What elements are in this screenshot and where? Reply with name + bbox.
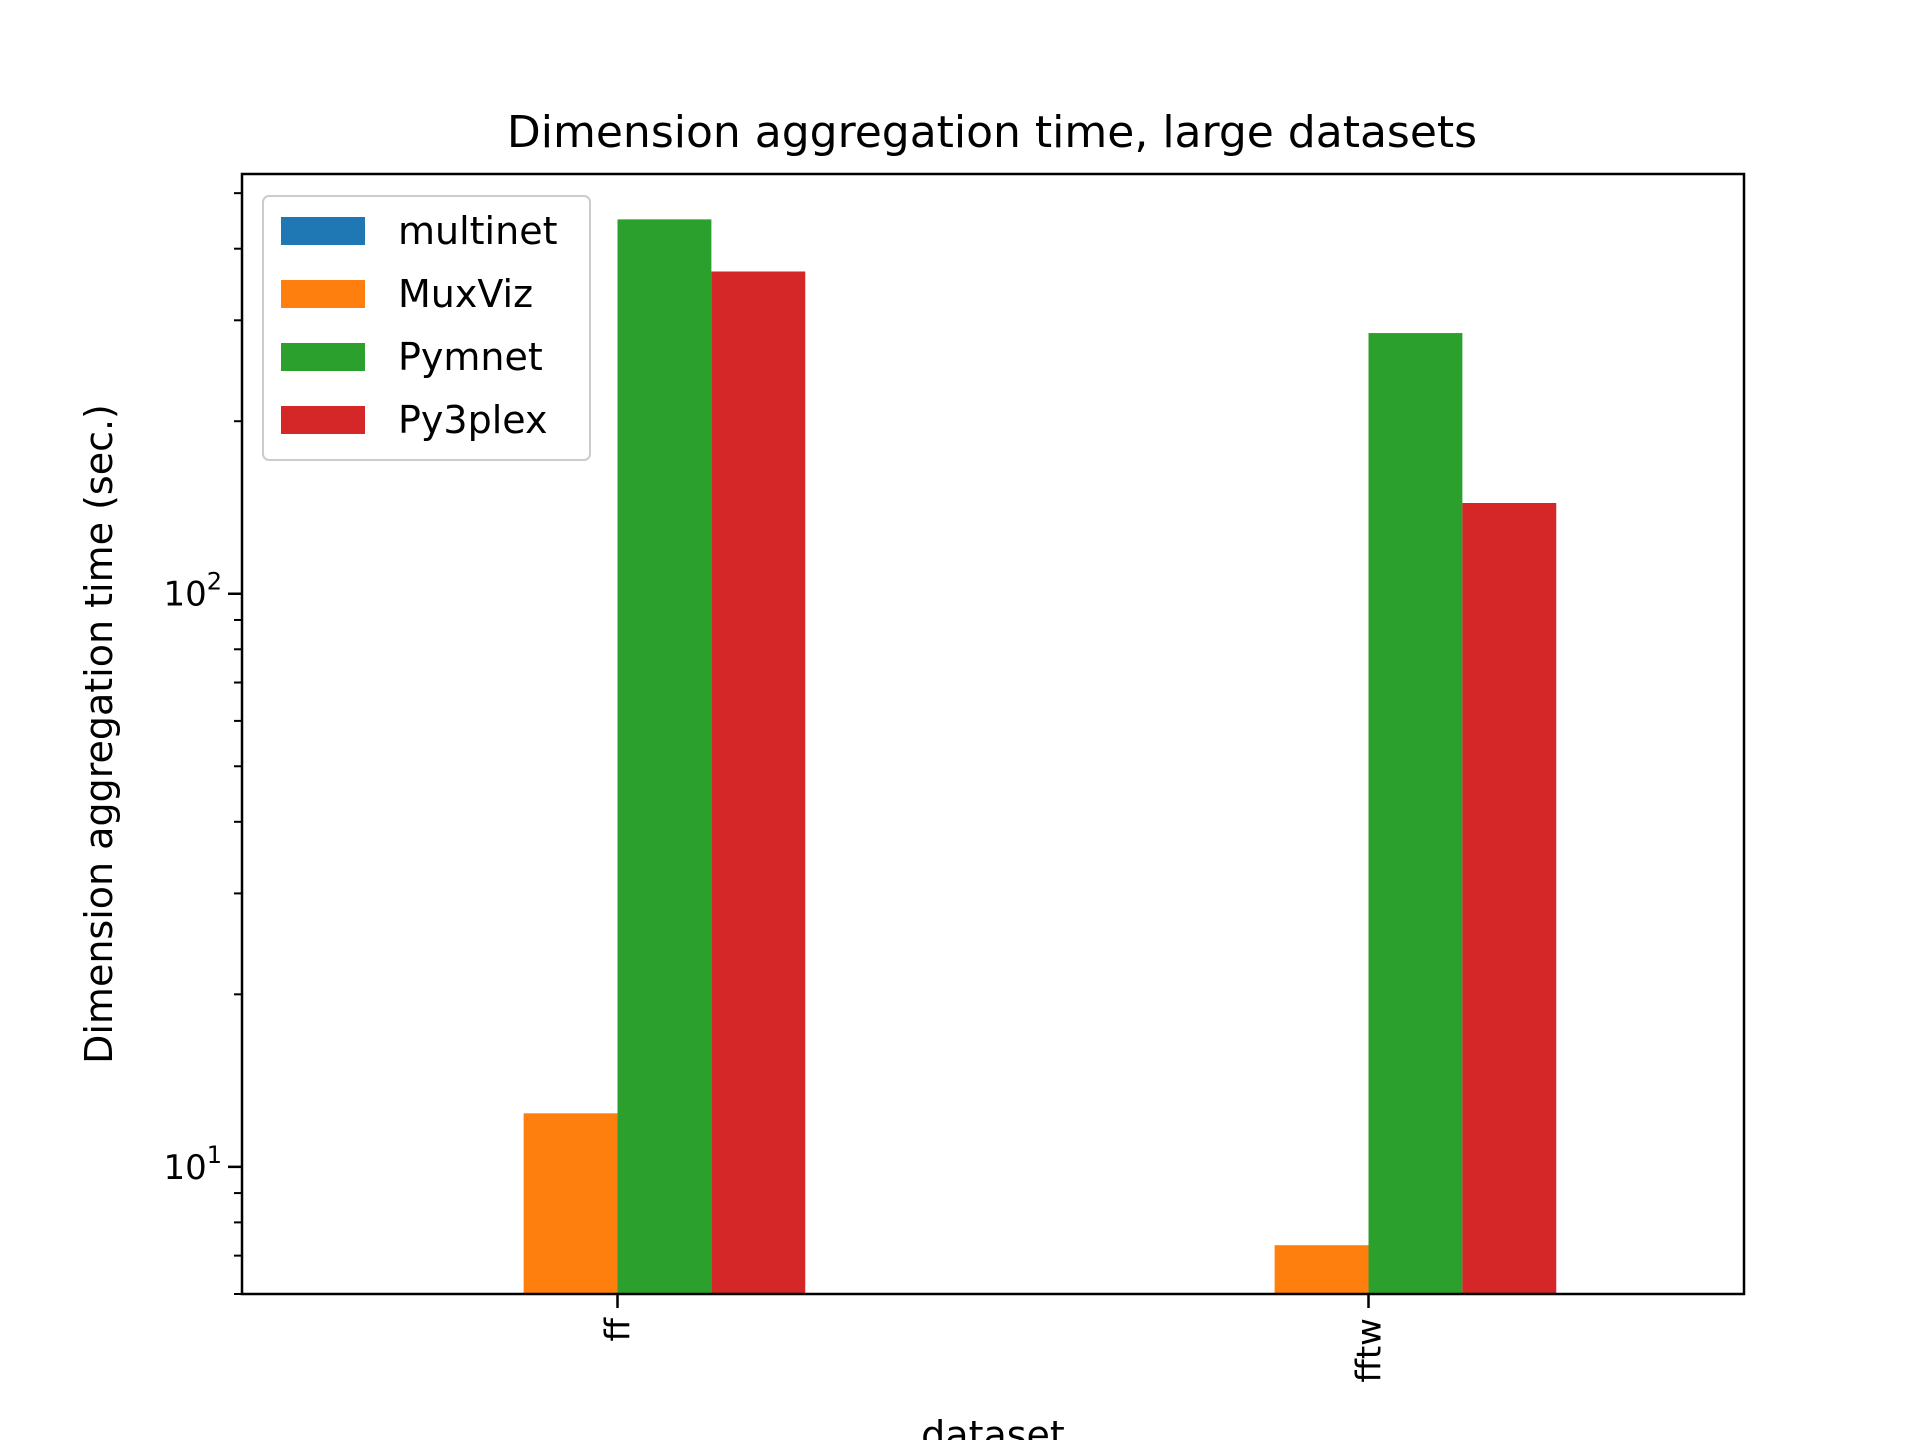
legend-label-muxviz: MuxViz — [398, 272, 533, 316]
bar-pymnet-ff — [617, 219, 712, 1294]
legend-label-multinet: multinet — [398, 209, 557, 253]
x-tick-label-ff: ff — [599, 1316, 639, 1341]
plot-frame — [240, 172, 1746, 1296]
x-tick-label-fftw: fftw — [1350, 1318, 1390, 1383]
bar-muxviz-ff — [523, 1113, 618, 1294]
y-axis-label: Dimension aggregation time (sec.) — [77, 404, 121, 1064]
legend-swatch-pymnet — [281, 343, 365, 371]
y-tick-label: 102 — [163, 568, 222, 615]
bar-py3plex-ff — [711, 271, 806, 1294]
chart-title: Dimension aggregation time, large datase… — [507, 107, 1477, 158]
legend-label-pymnet: Pymnet — [398, 335, 543, 379]
x-axis-label: dataset — [921, 1413, 1065, 1440]
legend-label-py3plex: Py3plex — [398, 398, 547, 442]
y-axis: 101 102 — [163, 192, 242, 1295]
legend-swatch-muxviz — [281, 280, 365, 308]
x-axis: ff fftw — [599, 1294, 1390, 1383]
bar-py3plex-fftw — [1462, 502, 1557, 1294]
bars-layer — [523, 219, 1557, 1294]
legend-swatch-py3plex — [281, 406, 365, 434]
legend: multinet MuxViz Pymnet Py3plex — [262, 195, 591, 461]
bar-muxviz-fftw — [1274, 1245, 1369, 1294]
bar-pymnet-fftw — [1368, 333, 1463, 1294]
legend-box — [262, 195, 591, 461]
y-tick-label: 101 — [163, 1141, 222, 1188]
legend-swatch-multinet — [281, 217, 365, 245]
